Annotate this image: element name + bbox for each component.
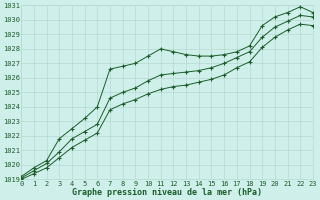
X-axis label: Graphe pression niveau de la mer (hPa): Graphe pression niveau de la mer (hPa) bbox=[72, 188, 262, 197]
